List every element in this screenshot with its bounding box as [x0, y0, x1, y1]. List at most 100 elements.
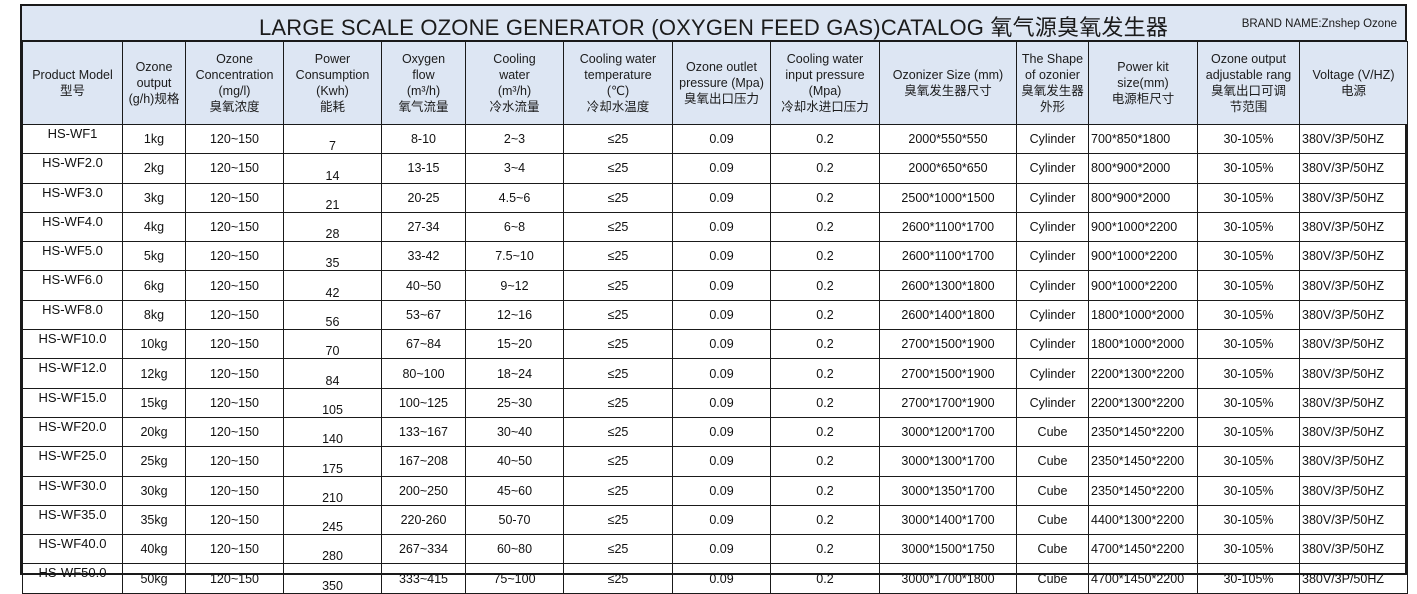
- power-consumption-cell: 70: [283, 329, 382, 360]
- voltage-cell: 380V/3P/50HZ: [1299, 270, 1408, 301]
- ozone-concentration-cell: 120~150: [185, 182, 284, 213]
- ozone-outlet-pressure-cell: 0.09: [672, 153, 771, 184]
- ozone-output-cell: 1kg: [122, 123, 186, 155]
- header-line: Ozone output: [1210, 52, 1287, 66]
- ozone-output-range-cell: 30-105%: [1197, 563, 1300, 594]
- ozone-outlet-pressure-cell: 0.09: [672, 416, 771, 448]
- header-cooling-water: Cooling water (m³/h) 冷水流量: [465, 41, 564, 125]
- power-kit-size-cell: 800*900*2000: [1088, 182, 1198, 213]
- table-row: HS-WF12.0 12kg 120~150 84 80~100 18~24 ≤25 0.09…: [22, 358, 1408, 389]
- ozone-output-cell: 2kg: [122, 153, 186, 184]
- header-line: Consumption: [295, 68, 370, 82]
- ozonizer-size-cell: 2000*550*550: [879, 123, 1017, 155]
- ozone-output-cell: 20kg: [122, 416, 186, 448]
- power-consumption-cell: 7: [283, 123, 382, 155]
- power-kit-size-cell: 900*1000*2200: [1088, 241, 1198, 272]
- oxygen-flow-cell: 53~67: [381, 299, 466, 331]
- product-model-cell: HS-WF3.0: [22, 182, 123, 213]
- product-model-cell: HS-WF5.0: [22, 241, 123, 272]
- ozone-concentration-cell: 120~150: [185, 211, 284, 243]
- ozonizer-shape-cell: Cylinder: [1016, 153, 1089, 184]
- header-line: (Mpa): [808, 84, 842, 98]
- header-line: (mg/l): [218, 84, 251, 98]
- ozone-output-range-cell: 30-105%: [1197, 182, 1300, 213]
- header-line: 臭氧出口压力: [683, 92, 759, 106]
- ozonizer-size-cell: 2700*1700*1900: [879, 387, 1017, 418]
- oxygen-flow-cell: 67~84: [381, 329, 466, 360]
- header-line: 臭氧发生器: [1021, 84, 1084, 98]
- header-line: (m³/h): [406, 84, 441, 98]
- ozone-output-cell: 35kg: [122, 504, 186, 536]
- ozone-outlet-pressure-cell: 0.09: [672, 504, 771, 536]
- table-row: HS-WF35.0 35kg 120~150 245 220-260 50-70 ≤25 0.…: [22, 504, 1408, 536]
- voltage-cell: 380V/3P/50HZ: [1299, 211, 1408, 243]
- ozone-output-range-cell: 30-105%: [1197, 416, 1300, 448]
- oxygen-flow-cell: 27-34: [381, 211, 466, 243]
- catalog-table: Product Model 型号 Ozone output (g/h)规格 Ozone Co…: [22, 41, 1408, 594]
- header-line: Ozone: [135, 60, 173, 74]
- table-row: HS-WF50.0 50kg 120~150 350 333~415 75~100 ≤25 0…: [22, 563, 1408, 594]
- ozone-output-range-cell: 30-105%: [1197, 387, 1300, 418]
- power-consumption-cell: 35: [283, 241, 382, 272]
- ozonizer-shape-cell: Cylinder: [1016, 299, 1089, 331]
- ozonizer-shape-cell: Cylinder: [1016, 123, 1089, 155]
- ozonizer-shape-cell: Cylinder: [1016, 387, 1089, 418]
- header-line: (m³/h): [497, 84, 532, 98]
- ozone-outlet-pressure-cell: 0.09: [672, 358, 771, 389]
- ozone-output-range-cell: 30-105%: [1197, 475, 1300, 506]
- cooling-water-cell: 30~40: [465, 416, 564, 448]
- cooling-water-temperature-cell: ≤25: [563, 563, 673, 594]
- ozonizer-size-cell: 2000*650*650: [879, 153, 1017, 184]
- ozonizer-shape-cell: Cube: [1016, 563, 1089, 594]
- header-line: (g/h)规格: [128, 92, 180, 106]
- ozone-output-cell: 40kg: [122, 534, 186, 565]
- product-model-cell: HS-WF12.0: [22, 358, 123, 389]
- power-consumption-cell: 105: [283, 387, 382, 418]
- ozone-output-cell: 8kg: [122, 299, 186, 331]
- power-consumption-cell: 245: [283, 504, 382, 536]
- header-line: input pressure: [785, 68, 865, 82]
- header-line: temperature: [584, 68, 652, 82]
- cooling-water-cell: 40~50: [465, 446, 564, 477]
- header-line: Ozone outlet: [686, 60, 757, 74]
- oxygen-flow-cell: 200~250: [381, 475, 466, 506]
- cooling-water-cell: 25~30: [465, 387, 564, 418]
- catalog-sheet: LARGE SCALE OZONE GENERATOR (OXYGEN FEED…: [20, 4, 1408, 594]
- product-model-cell: HS-WF35.0: [22, 504, 123, 536]
- cooling-water-input-pressure-cell: 0.2: [770, 475, 880, 506]
- ozone-outlet-pressure-cell: 0.09: [672, 270, 771, 301]
- power-consumption-cell: 175: [283, 446, 382, 477]
- product-model-cell: HS-WF4.0: [22, 211, 123, 243]
- header-ozone-outlet-pressure: Ozone outlet pressure (Mpa) 臭氧出口压力: [672, 41, 771, 125]
- ozone-output-range-cell: 30-105%: [1197, 446, 1300, 477]
- cooling-water-cell: 15~20: [465, 329, 564, 360]
- ozone-output-cell: 50kg: [122, 563, 186, 594]
- power-kit-size-cell: 4700*1450*2200: [1088, 534, 1198, 565]
- cooling-water-temperature-cell: ≤25: [563, 182, 673, 213]
- oxygen-flow-cell: 13-15: [381, 153, 466, 184]
- header-line: 臭氧发生器尺寸: [904, 84, 992, 98]
- header-line: size(mm): [1117, 76, 1169, 90]
- header-ozone-output-range: Ozone output adjustable rang 臭氧出口可调 节范围: [1197, 41, 1300, 125]
- header-product-model: Product Model 型号: [22, 41, 123, 125]
- ozone-outlet-pressure-cell: 0.09: [672, 299, 771, 331]
- ozone-outlet-pressure-cell: 0.09: [672, 387, 771, 418]
- ozone-output-cell: 10kg: [122, 329, 186, 360]
- cooling-water-temperature-cell: ≤25: [563, 299, 673, 331]
- header-line: Oxygen: [401, 52, 446, 66]
- header-line: Ozone: [216, 52, 253, 66]
- ozonizer-size-cell: 2700*1500*1900: [879, 329, 1017, 360]
- ozonizer-size-cell: 3000*1400*1700: [879, 504, 1017, 536]
- ozonizer-shape-cell: Cube: [1016, 446, 1089, 477]
- power-kit-size-cell: 1800*1000*2000: [1088, 329, 1198, 360]
- power-consumption-cell: 56: [283, 299, 382, 331]
- header-line: Cooling water: [579, 52, 657, 66]
- ozone-concentration-cell: 120~150: [185, 446, 284, 477]
- voltage-cell: 380V/3P/50HZ: [1299, 446, 1408, 477]
- cooling-water-input-pressure-cell: 0.2: [770, 299, 880, 331]
- cooling-water-temperature-cell: ≤25: [563, 446, 673, 477]
- ozone-output-range-cell: 30-105%: [1197, 299, 1300, 331]
- product-model-cell: HS-WF1: [22, 123, 123, 155]
- ozonizer-shape-cell: Cylinder: [1016, 211, 1089, 243]
- header-line: Cooling water: [786, 52, 864, 66]
